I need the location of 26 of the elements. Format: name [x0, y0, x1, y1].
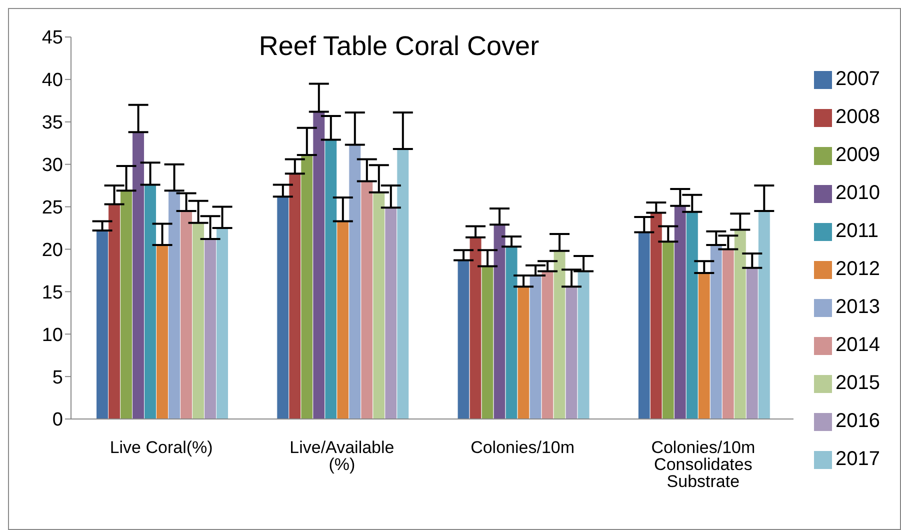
y-tick-label: 10	[42, 324, 63, 346]
legend-label: 2017	[836, 448, 880, 470]
y-tick-label: 30	[42, 155, 63, 176]
y-tick-label: 40	[42, 70, 63, 92]
legend-label: 2009	[836, 144, 880, 166]
y-tick-label: 20	[42, 240, 63, 261]
x-tick-label: Live Coral(%)	[110, 438, 213, 458]
y-tick-label: 45	[42, 28, 63, 49]
legend-label: 2008	[836, 106, 880, 128]
y-tick-label: 5	[52, 367, 63, 388]
legend-label: 2016	[836, 410, 880, 432]
legend-label: 2013	[836, 296, 880, 318]
y-tick-label: 15	[42, 282, 63, 304]
x-tick-label: Live/Available (%)	[290, 438, 394, 474]
legend-label: 2007	[836, 68, 880, 90]
x-tick-label: Colonies/10m Consolidates Substrate	[651, 438, 756, 492]
legend-label: 2014	[836, 334, 880, 356]
legend-label: 2010	[836, 182, 880, 204]
x-tick-label: Colonies/10m	[470, 438, 575, 458]
chart-title: Reef Table Coral Cover	[258, 31, 540, 62]
legend-label: 2012	[836, 258, 880, 280]
y-tick-label: 0	[52, 410, 63, 431]
y-tick-label: 25	[42, 198, 63, 219]
legend-label: 2015	[836, 372, 880, 394]
legend-label: 2011	[836, 220, 879, 242]
y-tick-label: 35	[42, 112, 63, 134]
